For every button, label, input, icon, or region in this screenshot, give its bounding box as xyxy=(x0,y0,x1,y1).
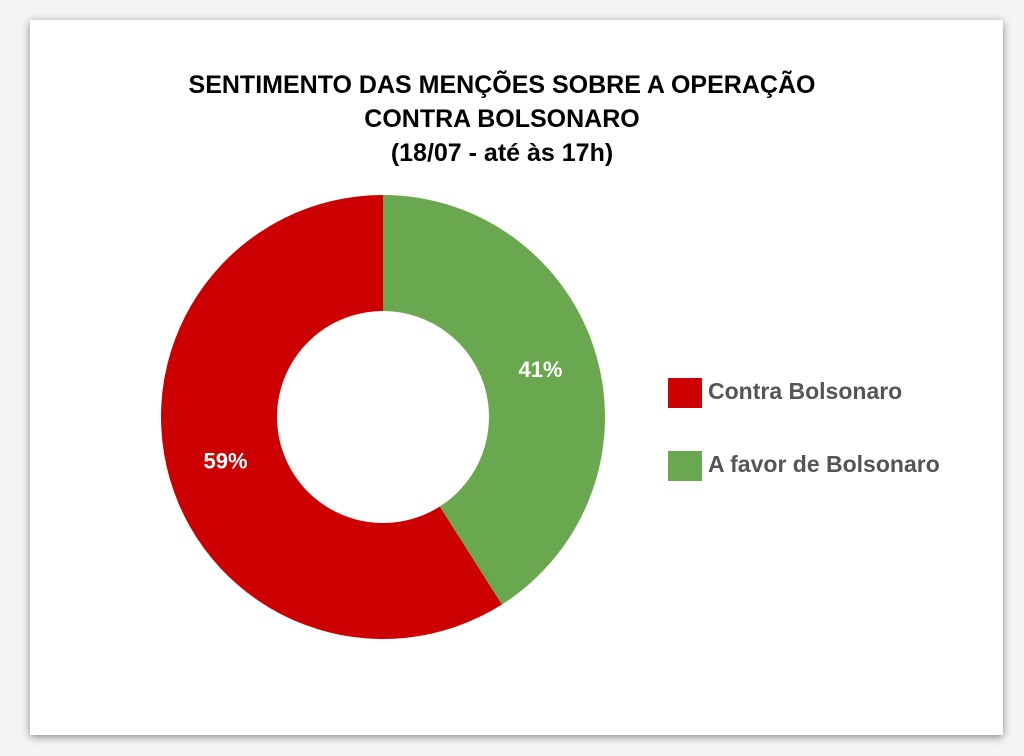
chart-title: SENTIMENTO DAS MENÇÕES SOBRE A OPERAÇÃO … xyxy=(188,71,816,133)
donut-slice xyxy=(383,195,606,605)
chart-title-block: SENTIMENTO DAS MENÇÕES SOBRE A OPERAÇÃO … xyxy=(142,68,862,170)
chart-subtitle: (18/07 - até às 17h) xyxy=(390,139,614,167)
donut-slice xyxy=(161,195,502,639)
legend-swatch xyxy=(668,378,702,408)
data-label: 41% xyxy=(518,357,562,382)
legend-label: Contra Bolsonaro xyxy=(708,378,902,404)
legend-label: A favor de Bolsonaro xyxy=(708,451,940,477)
legend-swatch xyxy=(668,451,702,481)
data-label: 59% xyxy=(203,449,247,474)
